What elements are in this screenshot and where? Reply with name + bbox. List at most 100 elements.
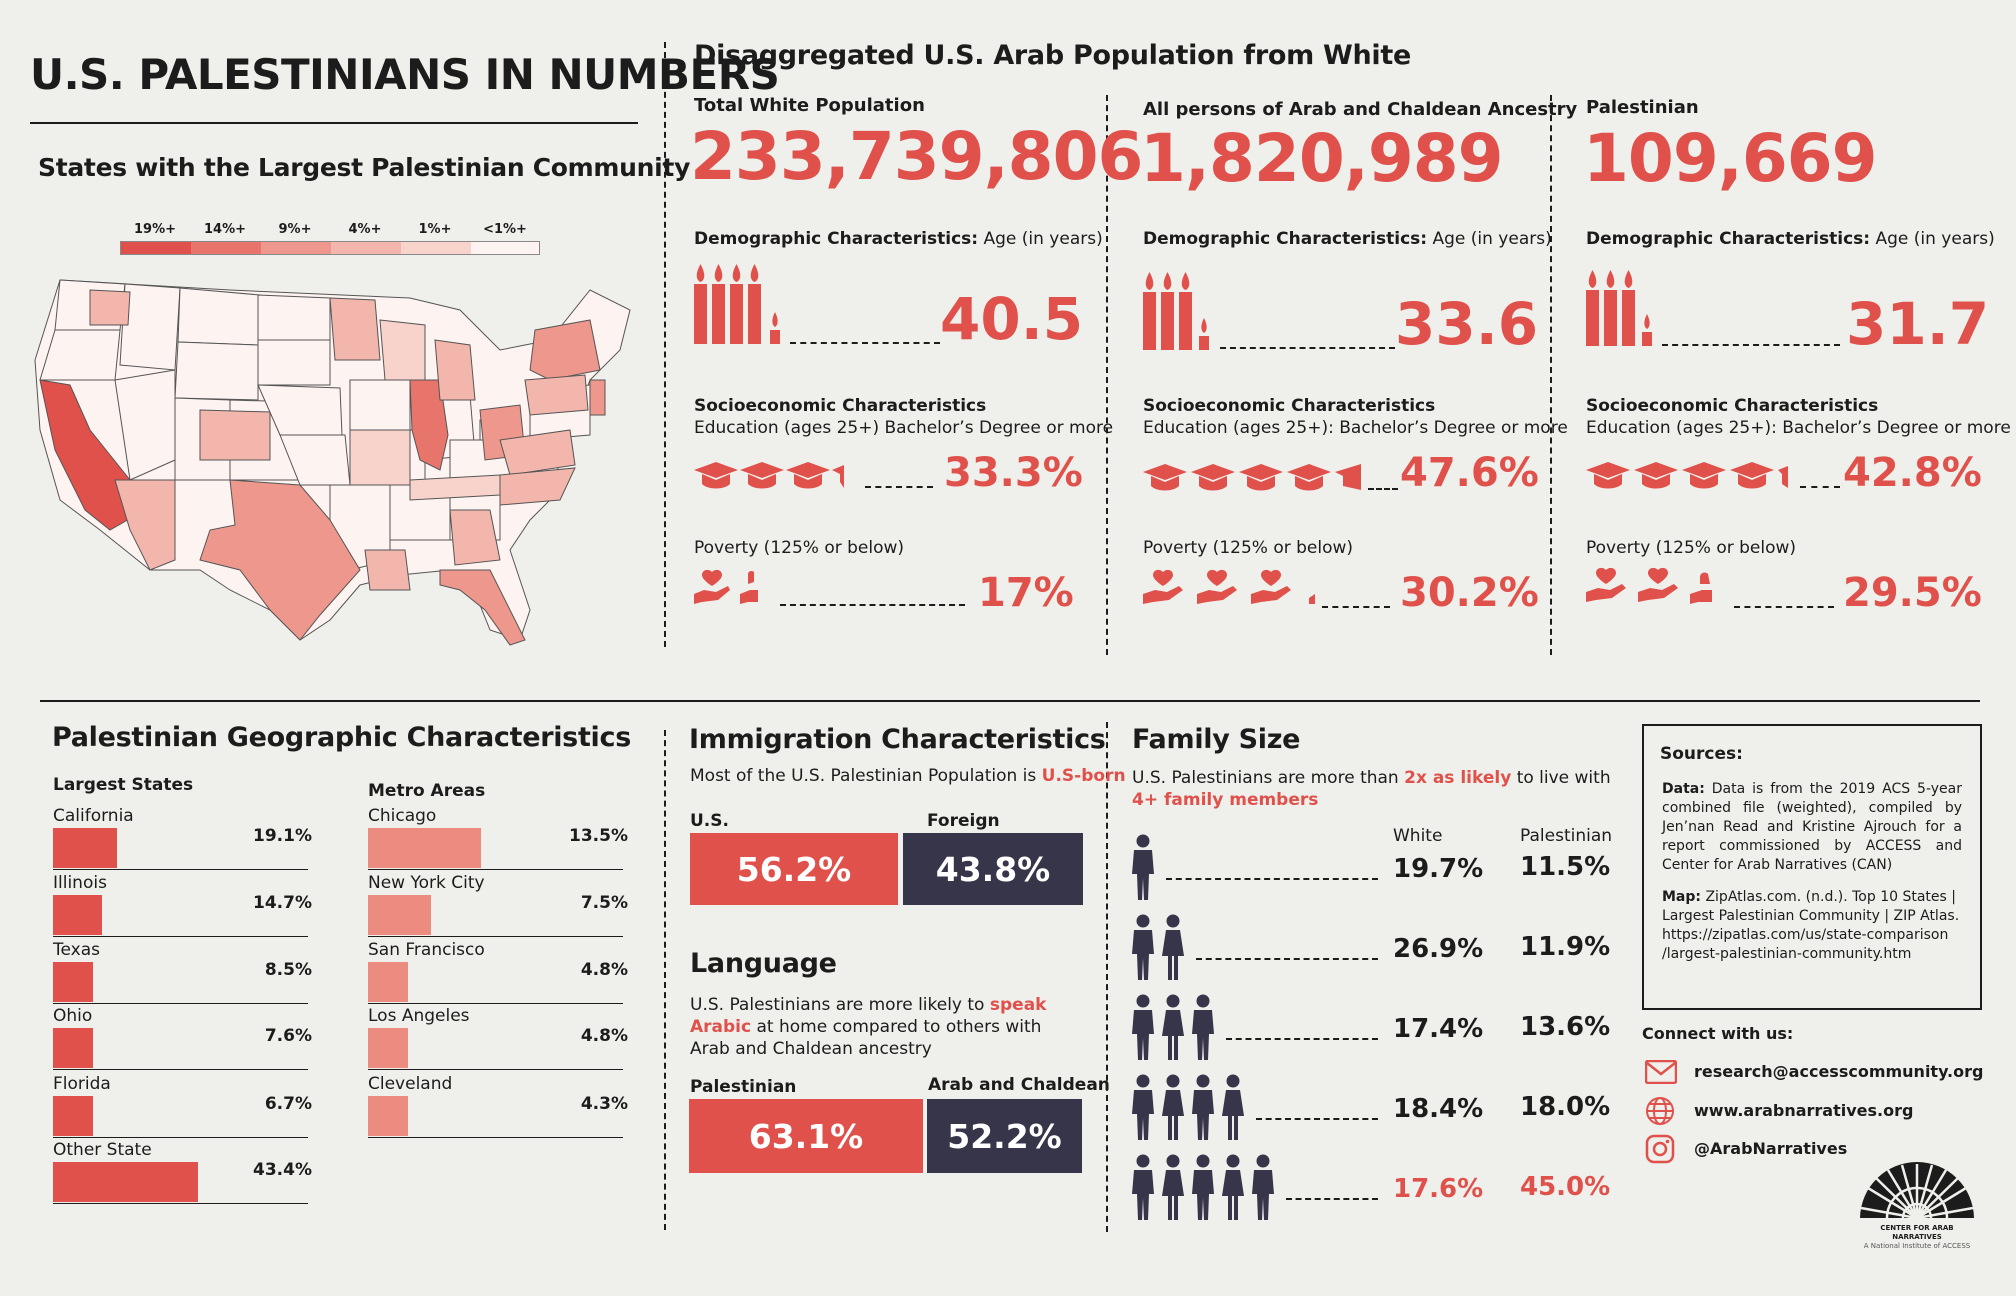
geo-bar	[53, 1096, 93, 1136]
col1-edu-label: Education (ages 25+) Bachelor’s Degree o…	[694, 418, 1114, 438]
col2-age-leader	[1220, 347, 1395, 349]
geo-bar	[53, 1162, 198, 1202]
metros-header: Metro Areas	[368, 781, 486, 801]
col1-poverty-value: 17%	[978, 570, 1074, 616]
language-arab-box: 52.2%	[927, 1099, 1082, 1173]
divider-right	[1550, 95, 1552, 655]
family-people-icon	[1132, 1074, 1244, 1140]
state-texas	[199, 479, 361, 641]
col1-edu-leader	[865, 486, 933, 488]
col2-edu-label: Education (ages 25+): Bachelor’s Degree …	[1143, 418, 1568, 438]
geo-bar	[368, 962, 409, 1002]
geo-label: Ohio	[53, 1006, 93, 1026]
geo-bar-baseline	[53, 1003, 308, 1004]
family-pal-value: 11.5%	[1520, 852, 1611, 882]
geo-bar-baseline	[368, 1003, 623, 1004]
state-louisiana	[364, 549, 411, 591]
col3-poverty-value: 29.5%	[1843, 570, 1982, 616]
col1-poverty-label: Poverty (125% or below)	[694, 538, 905, 558]
col1-poverty-leader	[780, 604, 965, 606]
col3-edu-leader	[1800, 486, 1840, 488]
geo-pct: 4.8%	[580, 1026, 628, 1046]
geo-bar	[53, 895, 103, 935]
geo-pct: 43.4%	[253, 1160, 312, 1180]
legend-swatch-4	[331, 242, 401, 254]
col3-total: 109,669	[1583, 120, 1878, 197]
immigration-foreign-box: 43.8%	[903, 833, 1083, 905]
family-pal-value: 18.0%	[1520, 1092, 1611, 1122]
col2-age-label: Demographic Characteristics: Age (in yea…	[1143, 229, 1552, 249]
col2-edu-value: 47.6%	[1400, 450, 1539, 496]
geo-pct: 4.3%	[580, 1094, 628, 1114]
geo-bar-baseline	[368, 1069, 623, 1070]
col1-total: 233,739,806	[690, 118, 1143, 195]
family-leader	[1256, 1118, 1378, 1120]
legend-swatch-3	[261, 242, 331, 254]
state-florida	[439, 569, 526, 646]
state-colorado	[199, 409, 271, 461]
col2-poverty-label: Poverty (125% or below)	[1143, 538, 1354, 558]
geo-pct: 7.6%	[264, 1026, 312, 1046]
col3-socio-title: Socioeconomic Characteristics	[1586, 396, 1879, 416]
email-link[interactable]: research@accesscommunity.org	[1694, 1062, 1984, 1081]
states-header: Largest States	[53, 775, 194, 795]
state-georgia	[449, 509, 501, 566]
family-people-icon	[1132, 994, 1214, 1060]
geo-bar-baseline	[368, 936, 623, 937]
geo-label: California	[53, 806, 134, 826]
geo-pct: 14.7%	[253, 893, 312, 913]
family-white-value: 26.9%	[1393, 934, 1484, 964]
charity-hands-icon	[1586, 567, 1712, 604]
globe-icon	[1646, 1097, 1674, 1125]
legend-label-6: <1%+	[483, 222, 527, 237]
grad-caps-icon	[1143, 464, 1361, 491]
state-wisconsin	[379, 319, 426, 381]
social-link[interactable]: @ArabNarratives	[1694, 1139, 1848, 1158]
can-logo	[1860, 1162, 1974, 1222]
language-arab-label: Arab and Chaldean	[928, 1075, 1110, 1095]
family-title: Family Size	[1132, 724, 1301, 755]
geo-pct: 13.5%	[569, 826, 628, 846]
family-pal-value: 45.0%	[1520, 1172, 1611, 1202]
family-white-value: 17.6%	[1393, 1174, 1484, 1204]
col3-poverty-leader	[1734, 606, 1834, 608]
col2-age-value: 33.6	[1395, 290, 1539, 358]
charity-hands-icon	[1143, 569, 1315, 604]
geo-bar	[368, 1028, 409, 1068]
immigration-us-box: 56.2%	[690, 833, 898, 905]
sources-map: Map: ZipAtlas.com. (n.d.). Top 10 States…	[1662, 889, 1960, 962]
geo-bar	[53, 962, 93, 1002]
geo-label: San Francisco	[368, 940, 485, 960]
geo-bar-baseline	[368, 869, 623, 870]
geo-label: Illinois	[53, 873, 107, 893]
geo-bar-baseline	[53, 869, 308, 870]
legend-swatch-2	[191, 242, 261, 254]
col2-group: All persons of Arab and Chaldean Ancestr…	[1143, 99, 1578, 120]
geo-bar	[53, 828, 117, 868]
immigration-foreign-label: Foreign	[927, 811, 1000, 831]
family-col-white: White	[1393, 826, 1443, 846]
legend-label-1: 19%+	[133, 222, 176, 237]
family-white-value: 18.4%	[1393, 1094, 1484, 1124]
page-title: U.S. PALESTINIANS IN NUMBERS	[30, 50, 780, 99]
immigration-text: Most of the U.S. Palestinian Population …	[690, 766, 1126, 786]
family-leader	[1286, 1198, 1378, 1200]
state-tennessee	[409, 474, 501, 501]
website-link[interactable]: www.arabnarratives.org	[1694, 1101, 1914, 1120]
legend-label-5: 1%+	[418, 222, 452, 237]
geo-title: Palestinian Geographic Characteristics	[52, 722, 631, 753]
geo-bar-baseline	[53, 1137, 308, 1138]
family-people-icon	[1132, 914, 1184, 980]
family-people-icon	[1132, 1154, 1274, 1220]
state-minnesota	[329, 297, 381, 361]
legend-label-2: 14%+	[203, 222, 246, 237]
state-nc	[499, 467, 576, 506]
geo-pct: 6.7%	[264, 1094, 312, 1114]
geo-bar-baseline	[53, 1203, 308, 1204]
divider-bottom-1	[664, 730, 666, 1230]
state-washington	[89, 289, 131, 326]
disaggregated-title: Disaggregated U.S. Arab Population from …	[694, 40, 1411, 71]
family-leader	[1226, 1038, 1378, 1040]
geo-pct: 19.1%	[253, 826, 312, 846]
immigration-us-label: U.S.	[690, 811, 729, 831]
